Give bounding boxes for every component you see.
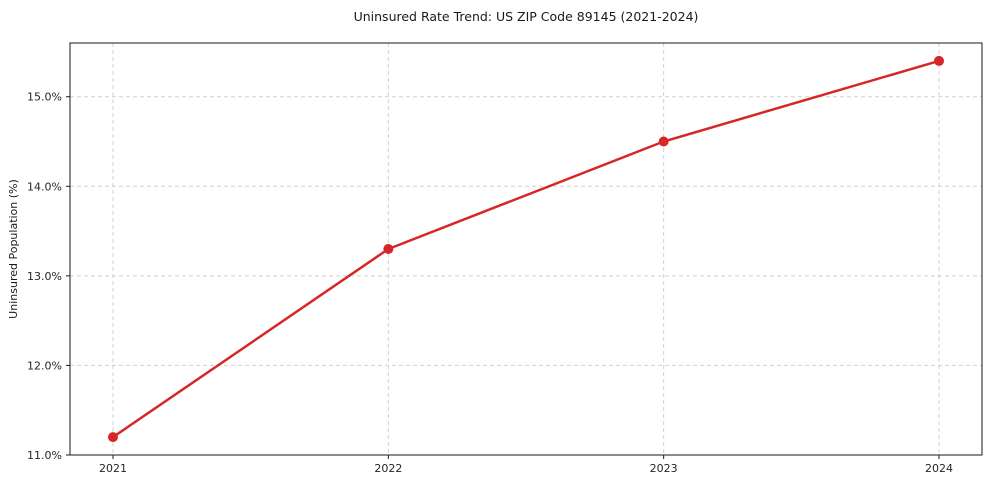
y-tick-label: 11.0% (27, 449, 62, 462)
y-tick-label: 12.0% (27, 359, 62, 372)
y-tick-label: 14.0% (27, 180, 62, 193)
data-point-marker (658, 136, 669, 147)
plot-border (69, 42, 983, 456)
x-tick-label: 2022 (374, 462, 402, 475)
data-point-marker (108, 432, 118, 443)
data-point-marker (383, 244, 394, 254)
x-tick-label: 2024 (925, 462, 953, 475)
y-tick-label: 15.0% (27, 91, 62, 104)
y-tick-label: 13.0% (27, 270, 62, 283)
x-tick-label: 2021 (99, 462, 127, 475)
x-tick-label: 2023 (650, 462, 678, 475)
trend-line (111, 59, 941, 439)
data-point-marker (934, 55, 944, 66)
chart-title: Uninsured Rate Trend: US ZIP Code 89145 … (353, 9, 699, 24)
